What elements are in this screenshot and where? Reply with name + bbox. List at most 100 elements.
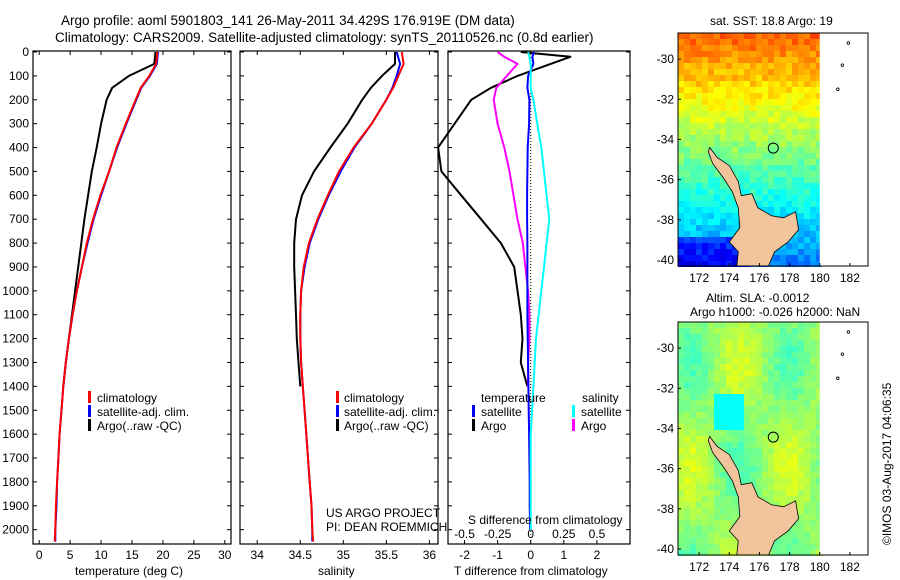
map-cell [786, 496, 792, 502]
x-tick-label: 20 [156, 548, 170, 562]
map-cell [732, 388, 738, 394]
depth-tick-label: 100 [9, 69, 29, 83]
map-cell [798, 39, 804, 45]
map-cell [678, 346, 684, 352]
map-cell [816, 340, 822, 346]
map-cell [720, 388, 726, 394]
map-cell [720, 406, 726, 412]
map-cell [684, 51, 690, 57]
map-cell [720, 105, 726, 111]
map-cell [810, 394, 816, 400]
map-cell [786, 436, 792, 442]
map-cell [756, 334, 762, 340]
map-cell [756, 376, 762, 382]
map-cell [714, 430, 720, 436]
map-cell [774, 454, 780, 460]
map-cell [798, 33, 804, 39]
map-cell [804, 39, 810, 45]
map-cell [678, 189, 684, 195]
map-cell [690, 135, 696, 141]
map-cell [684, 63, 690, 69]
map-cell [750, 418, 756, 424]
map-cell [780, 352, 786, 358]
map-cell [684, 418, 690, 424]
map-cell [774, 382, 780, 388]
map-cell [714, 39, 720, 45]
map-cell [780, 400, 786, 406]
map-cell [690, 436, 696, 442]
map-cell [708, 141, 714, 147]
map-cell [708, 213, 714, 219]
map-cell [804, 424, 810, 430]
map-cell [762, 334, 768, 340]
map-cell [816, 538, 822, 544]
x-tick-label: 10 [94, 548, 108, 562]
map-cell [720, 243, 726, 249]
map-cell [720, 502, 726, 508]
map-cell [714, 111, 720, 117]
map-cell [774, 370, 780, 376]
map-cell [810, 177, 816, 183]
map-cell [786, 195, 792, 201]
map-cell [726, 520, 732, 526]
map-cell [702, 394, 708, 400]
map-cell [768, 328, 774, 334]
map-cell [774, 99, 780, 105]
map-cell [816, 183, 822, 189]
map-cell [738, 328, 744, 334]
map-cell [768, 183, 774, 189]
map-cell [786, 376, 792, 382]
map-cell [696, 418, 702, 424]
temperature-panel: 0 5 10 15 20 25 30 [32, 50, 232, 562]
map-cell [744, 81, 750, 87]
map-cell [702, 105, 708, 111]
map-cell [762, 207, 768, 213]
map-cell [708, 111, 714, 117]
map-cell [714, 153, 720, 159]
map-cell [690, 430, 696, 436]
map-cell [726, 237, 732, 243]
map-cell [696, 478, 702, 484]
map-cell [768, 334, 774, 340]
map-cell [798, 328, 804, 334]
map-cell [804, 33, 810, 39]
map-cell [810, 418, 816, 424]
x-tick-label: 35 [337, 548, 351, 562]
map-cell [798, 550, 804, 556]
map-cell [678, 352, 684, 358]
map-cell [780, 51, 786, 57]
map-cell [756, 430, 762, 436]
map-cell [714, 213, 720, 219]
map-cell [744, 171, 750, 177]
map-cell [744, 123, 750, 129]
map-cell [768, 388, 774, 394]
map-cell [696, 69, 702, 75]
map-cell [708, 57, 714, 63]
map-cell [762, 45, 768, 51]
map-cell [762, 183, 768, 189]
map-cell [816, 514, 822, 520]
map-cell [714, 334, 720, 340]
map-cell [798, 352, 804, 358]
map-cell [684, 424, 690, 430]
map-cell [792, 123, 798, 129]
map-cell [810, 159, 816, 165]
map-cell [804, 111, 810, 117]
map-cell [726, 117, 732, 123]
map-cell [780, 39, 786, 45]
legend-header-temperature: temperature [481, 391, 546, 405]
map-cell [768, 490, 774, 496]
map-cell [696, 123, 702, 129]
map-cell [702, 135, 708, 141]
map-cell [720, 442, 726, 448]
map-cell [678, 69, 684, 75]
map-cell [690, 532, 696, 538]
map-cell [810, 406, 816, 412]
map-cell [768, 358, 774, 364]
map-cell [696, 171, 702, 177]
depth-axis: 0100200300400500600700800900100011001200… [2, 45, 630, 537]
map-cell [726, 63, 732, 69]
map-cell [708, 201, 714, 207]
map-cell [708, 418, 714, 424]
map-cell [762, 430, 768, 436]
